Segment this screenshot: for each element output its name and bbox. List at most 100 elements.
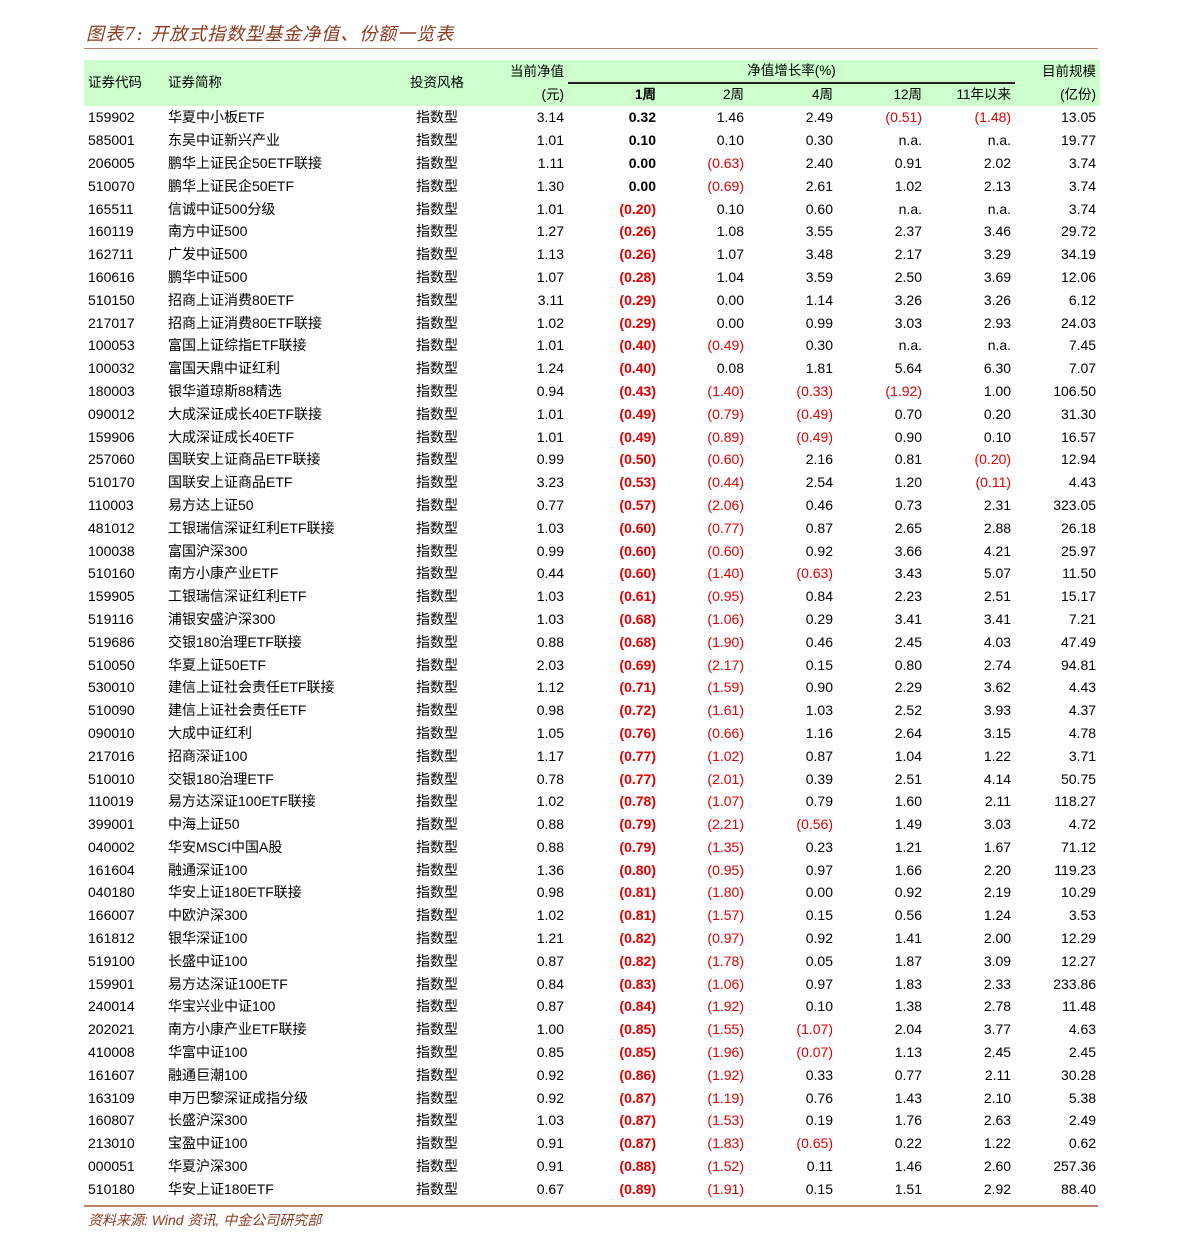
cell-2w: 1.46	[716, 109, 744, 126]
source-note: 资料来源: Wind 资讯, 中金公司研究部	[88, 1212, 322, 1228]
cell-code: 410008	[88, 1044, 135, 1061]
cell-name: 华夏沪深300	[168, 1158, 248, 1175]
cell-style: 指数型	[416, 542, 458, 559]
cell-2w: (0.95)	[707, 861, 744, 878]
cell-1w: (0.87)	[619, 1112, 656, 1129]
table-row: 399001 中海上证50 指数型 0.88 (0.79) (2.21) (0.56) 1.4…	[84, 813, 1100, 836]
cell-4w: 0.05	[805, 952, 833, 969]
cell-ytd: 2.51	[983, 588, 1012, 605]
cell-name: 华夏上证50ETF	[168, 656, 267, 673]
cell-4w: 0.46	[805, 633, 833, 650]
table-row: 519686 交银180治理ETF联接 指数型 0.88 (0.68) (1.90) 0.4…	[84, 630, 1100, 653]
cell-4w: (0.49)	[796, 428, 833, 445]
cell-name: 招商深证100	[168, 747, 248, 764]
cell-code: 162711	[88, 246, 134, 263]
cell-1w: (0.71)	[619, 679, 656, 696]
table-row: 161812 银华深证100 指数型 1.21 (0.82) (0.97) 0.92 1.41…	[84, 927, 1100, 950]
cell-1w: (0.60)	[619, 519, 656, 536]
cell-4w: 0.87	[805, 519, 833, 536]
cell-2w: (2.01)	[707, 770, 744, 787]
cell-ytd: 3.41	[983, 610, 1012, 627]
cell-2w: (0.60)	[707, 451, 744, 468]
cell-1w: (0.81)	[619, 907, 656, 924]
cell-size: 7.07	[1068, 360, 1097, 377]
cell-12w: 2.04	[894, 1021, 922, 1038]
cell-nav: 1.11	[537, 154, 564, 171]
cell-12w: 1.83	[894, 975, 922, 992]
header-size-unit: (亿份)	[1015, 83, 1101, 106]
cell-style: 指数型	[416, 268, 458, 285]
cell-size: 0.62	[1068, 1135, 1097, 1152]
cell-12w: (1.92)	[885, 382, 922, 399]
cell-name: 华安上证180ETF联接	[168, 884, 302, 901]
cell-1w: (0.40)	[619, 337, 656, 354]
cell-style: 指数型	[416, 109, 458, 126]
cell-nav: 0.87	[536, 998, 564, 1015]
cell-ytd: n.a.	[987, 200, 1012, 217]
cell-code: 240014	[88, 998, 135, 1015]
cell-12w: 1.76	[894, 1112, 922, 1129]
cell-nav: 0.92	[536, 1066, 564, 1083]
cell-code: 399001	[88, 816, 135, 833]
table-row: 040002 华安MSCI中国A股 指数型 0.88 (0.79) (1.35) 0.23 1…	[84, 836, 1100, 859]
cell-4w: 0.30	[805, 132, 833, 149]
header-size: 目前规模	[1015, 60, 1101, 83]
cell-style: 指数型	[416, 496, 458, 513]
cell-2w: 0.10	[716, 200, 744, 217]
table-row: 159902 华夏中小板ETF 指数型 3.14 0.32 1.46 2.49 (0.51) (…	[84, 106, 1100, 129]
table-row: 160807 长盛沪深300 指数型 1.03 (0.87) (1.53) 0.19 1.76…	[84, 1109, 1100, 1132]
cell-style: 指数型	[416, 656, 458, 673]
cell-12w: 1.43	[894, 1089, 922, 1106]
cell-size: 233.86	[1053, 975, 1097, 992]
cell-2w: (1.52)	[707, 1158, 744, 1175]
cell-4w: 0.23	[805, 838, 833, 855]
cell-style: 指数型	[416, 1135, 458, 1152]
table-row: 510050 华夏上证50ETF 指数型 2.03 (0.69) (2.17) 0.15 0.…	[84, 653, 1100, 676]
cell-4w: 0.30	[805, 337, 833, 354]
cell-name: 华宝兴业中证100	[168, 998, 276, 1015]
cell-code: 585001	[88, 132, 135, 149]
cell-ytd: 2.02	[983, 154, 1012, 171]
cell-name: 易方达深证100ETF联接	[168, 793, 316, 810]
cell-code: 159905	[88, 588, 135, 605]
cell-name: 易方达深证100ETF	[168, 975, 288, 992]
cell-name: 银华深证100	[168, 930, 248, 947]
cell-4w: (0.56)	[796, 816, 833, 833]
table-row: 100053 富国上证综指ETF联接 指数型 1.01 (0.40) (0.49) 0.30…	[84, 334, 1100, 357]
cell-12w: 2.52	[894, 702, 922, 719]
figure-title: 图表7: 开放式指数型基金净值、份额一览表	[86, 24, 455, 45]
cell-nav: 0.44	[536, 565, 564, 582]
cell-nav: 0.88	[536, 838, 564, 855]
table-row: 510010 交银180治理ETF 指数型 0.78 (0.77) (2.01) 0.39 2…	[84, 767, 1100, 790]
cell-nav: 1.27	[536, 223, 564, 240]
cell-2w: 0.10	[716, 132, 744, 149]
cell-1w: (0.28)	[619, 268, 656, 285]
cell-1w: (0.84)	[619, 998, 656, 1015]
table-row: 160616 鹏华中证500 指数型 1.07 (0.28) 1.04 3.59 2.50 3.…	[84, 266, 1100, 289]
table-bottom-rule	[84, 1205, 1098, 1207]
cell-1w: (0.86)	[619, 1066, 656, 1083]
cell-name: 大成深证成长40ETF联接	[168, 405, 323, 422]
cell-ytd: 3.03	[983, 816, 1012, 833]
cell-size: 3.74	[1068, 200, 1097, 217]
cell-style: 指数型	[416, 223, 458, 240]
cell-style: 指数型	[416, 360, 458, 377]
cell-12w: 1.51	[894, 1180, 922, 1197]
cell-style: 指数型	[416, 177, 458, 194]
cell-ytd: 2.78	[983, 998, 1012, 1015]
cell-code: 163109	[88, 1089, 135, 1106]
cell-size: 19.77	[1061, 132, 1097, 149]
cell-ytd: 2.88	[983, 519, 1012, 536]
cell-name: 宝盈中证100	[168, 1135, 248, 1152]
cell-2w: (0.89)	[707, 428, 744, 445]
cell-ytd: 1.22	[983, 747, 1012, 764]
cell-size: 7.21	[1068, 610, 1097, 627]
cell-code: 159901	[88, 975, 135, 992]
cell-2w: (1.61)	[707, 702, 744, 719]
cell-12w: (0.51)	[885, 109, 922, 126]
cell-4w: 2.54	[805, 474, 833, 491]
table-row: 510180 华安上证180ETF 指数型 0.67 (0.89) (1.91) 0.15 1…	[84, 1177, 1100, 1200]
table-row: 213010 宝盈中证100 指数型 0.91 (0.87) (1.83) (0.65) 0.…	[84, 1132, 1100, 1155]
cell-size: 118.27	[1054, 793, 1097, 810]
cell-nav: 0.98	[536, 884, 564, 901]
